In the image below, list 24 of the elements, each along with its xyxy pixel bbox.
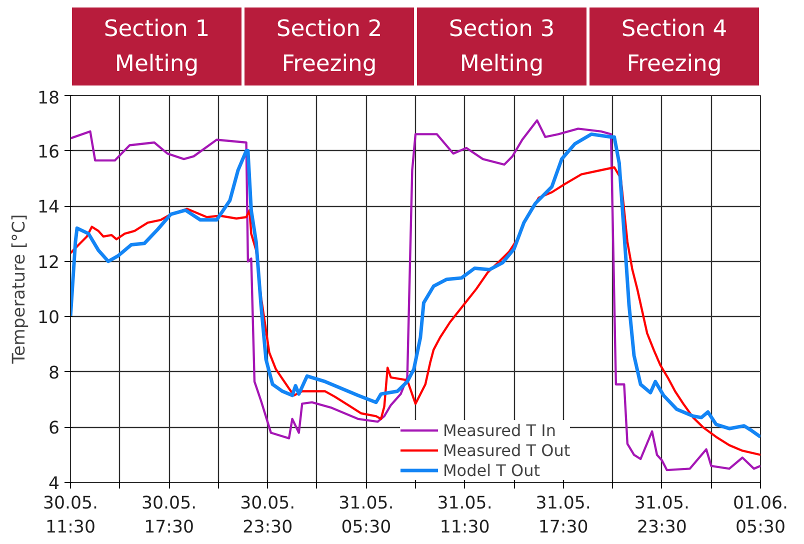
x-tick-label: 31.05. 17:30 xyxy=(536,494,591,538)
x-tick-label: 30.05. 23:30 xyxy=(240,494,296,538)
text: Section 4 Freezing xyxy=(621,16,728,78)
text: Section 2 Freezing xyxy=(276,16,382,78)
y-tick-label: 12 xyxy=(37,252,60,273)
legend-label: Measured T Out xyxy=(443,440,570,460)
y-axis-title: Temperature [°C] xyxy=(9,214,30,365)
text: Section 3 Melting xyxy=(448,16,555,78)
x-tick-label: 31.05. 05:30 xyxy=(338,494,394,538)
x-tick-label: 30.05. 17:30 xyxy=(142,494,197,538)
y-tick-label: 18 xyxy=(37,88,60,108)
x-tick-label: 01.06. 05:30 xyxy=(732,494,788,538)
x-tick-label: 30.05. 11:30 xyxy=(42,494,98,538)
legend-label: Model T Out xyxy=(443,460,540,480)
text: Section 1 Melting xyxy=(104,16,210,78)
y-tick-label: 4 xyxy=(48,474,60,494)
y-tick-label: 16 xyxy=(37,142,60,162)
legend-label: Measured T In xyxy=(443,420,556,440)
x-tick-label: 31.05. 23:30 xyxy=(634,494,690,538)
x-tick-label: 31.05. 11:30 xyxy=(437,494,492,538)
y-tick-label: 10 xyxy=(37,308,60,328)
y-tick-label: 6 xyxy=(48,418,60,439)
y-tick-label: 8 xyxy=(48,363,60,384)
y-tick-label: 14 xyxy=(37,198,60,218)
